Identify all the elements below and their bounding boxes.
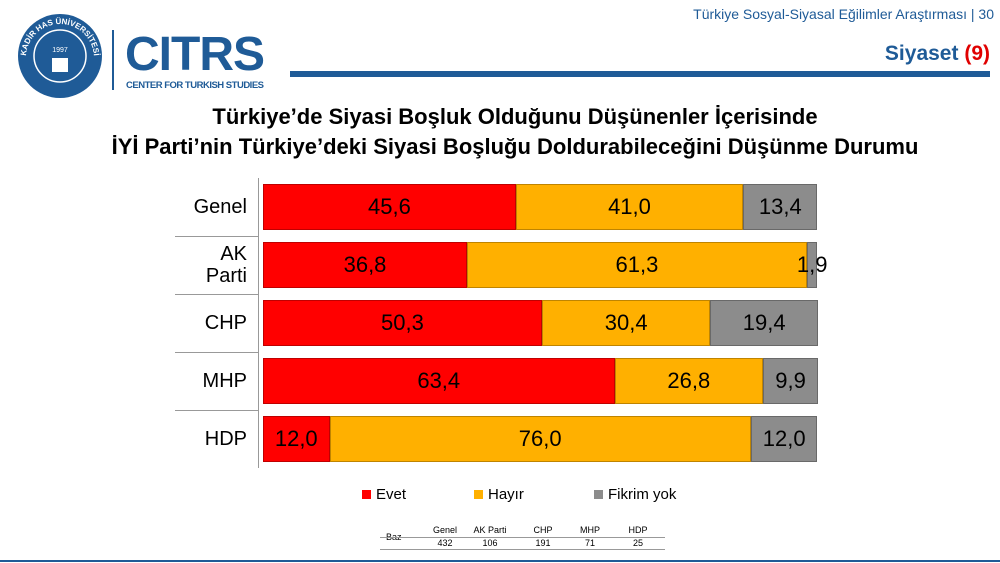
data-label: 12,0	[274, 426, 318, 451]
bar-segment	[806, 242, 818, 288]
data-label: 19,4	[742, 310, 786, 335]
row-separator	[175, 352, 259, 353]
bar-segment	[614, 358, 764, 404]
legend-label: Evet	[376, 486, 407, 503]
bar-segment	[467, 242, 807, 288]
axis-line	[258, 178, 259, 468]
seal	[18, 14, 102, 98]
table-cell: 71	[584, 538, 596, 548]
bar-segment	[263, 242, 468, 288]
data-label: 9,9	[775, 368, 806, 393]
bar-segment	[263, 300, 542, 346]
logo: KADİR HAS ÜNİVERSİTESİ 1997 CITRS CENTER…	[18, 14, 265, 98]
data-label: 12,0	[762, 426, 806, 451]
bar-segment	[263, 184, 516, 230]
category-label: CHP	[204, 312, 247, 334]
data-label: 63,4	[417, 368, 461, 393]
table-header: CHP	[533, 525, 553, 535]
table-header: AK Parti	[473, 525, 507, 535]
table-cell: 25	[632, 538, 644, 548]
bar-segment	[541, 300, 711, 346]
row-separator	[175, 236, 259, 237]
bar-segment	[743, 184, 818, 230]
data-label: 36,8	[343, 252, 387, 277]
data-label: 41,0	[608, 194, 651, 219]
seal-ring	[33, 29, 87, 83]
bar-segment	[329, 416, 751, 462]
bar-segment	[263, 416, 330, 462]
table-header: MHP	[580, 525, 600, 535]
legend-swatch	[362, 490, 371, 499]
data-label: 45,6	[367, 194, 411, 219]
data-label: 30,4	[604, 310, 648, 335]
data-label: 76,0	[518, 426, 562, 451]
data-label: 1,9	[796, 252, 828, 277]
section: Siyaset	[884, 42, 959, 65]
data-label: 26,8	[667, 368, 711, 393]
row-separator	[175, 294, 259, 295]
chart-title: Türkiye’de Siyasi Boşluk Olduğunu Düşüne…	[111, 104, 919, 159]
logo-subtitle: CENTER FOR TURKISH STUDIES	[126, 80, 264, 91]
bar-segment	[263, 358, 615, 404]
category-label: Genel	[193, 196, 247, 218]
seal-building	[52, 58, 68, 72]
logo-name: CITRS	[125, 28, 265, 81]
bar-segment	[763, 358, 818, 404]
table-header: HDP	[628, 525, 648, 535]
table-rule	[380, 537, 665, 538]
data-label: 13,4	[758, 194, 802, 219]
row-separator	[175, 410, 259, 411]
data-label: 50,3	[381, 310, 424, 335]
table-header: Genel	[432, 525, 458, 535]
table-cell: 191	[535, 538, 551, 548]
category-label: AK Parti	[205, 243, 247, 287]
category-label: MHP	[202, 370, 247, 392]
bar-segment	[515, 184, 744, 230]
year: 1997	[52, 47, 68, 54]
header-rule	[290, 71, 990, 77]
category-label: HDP	[204, 428, 247, 450]
bar-segment	[710, 300, 818, 346]
bar-segment	[750, 416, 818, 462]
section-header: Siyaset (9)	[885, 42, 990, 66]
legend-swatch	[474, 490, 483, 499]
section-number: (9)	[964, 42, 990, 65]
table-cell: 106	[482, 538, 498, 548]
table-rule	[380, 549, 665, 550]
page-number: 30	[978, 6, 994, 22]
legend-label: Hayır	[488, 486, 524, 503]
legend-label: Fikrim yok	[608, 486, 677, 503]
footer-rule	[0, 560, 1000, 562]
data-label: 61,3	[615, 252, 659, 277]
table-cell: 432	[437, 538, 453, 548]
survey-header: Türkiye Sosyal-Siyasal Eğilimler Araştır…	[693, 6, 994, 22]
legend-swatch	[594, 490, 603, 499]
survey: Türkiye Sosyal-Siyasal Eğilimler Araştır…	[693, 6, 967, 22]
